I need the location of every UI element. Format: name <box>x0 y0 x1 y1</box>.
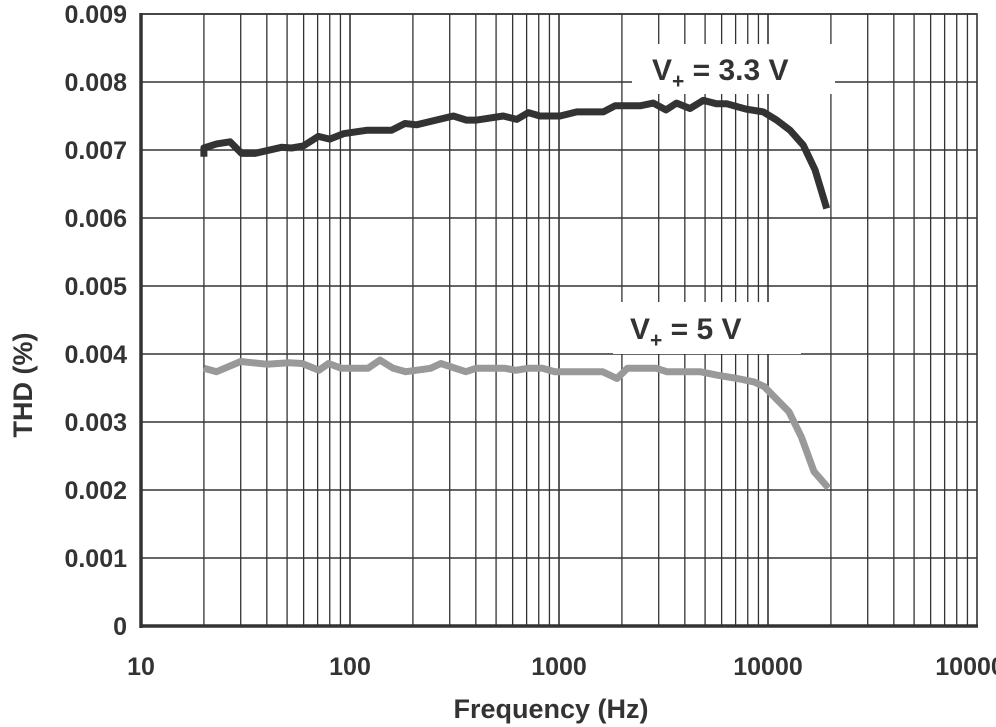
series-label-background <box>632 44 835 94</box>
y-tick-label: 0.004 <box>64 341 127 369</box>
x-tick-label: 10000 <box>733 653 803 681</box>
y-axis-title: THD (%) <box>8 333 38 438</box>
series-label: V+ = 3.3 V <box>652 54 789 93</box>
x-tick-label: 10 <box>127 653 155 681</box>
series-label-background <box>613 302 801 354</box>
plot-frame <box>139 13 978 628</box>
series-label: V+ = 5 V <box>630 313 742 352</box>
series-line-3v3 <box>200 96 831 210</box>
x-axis-title: Frequency (Hz) <box>453 694 648 724</box>
y-tick-label: 0.009 <box>64 1 127 29</box>
x-tick-label: 100 <box>329 653 371 681</box>
y-tick-label: 0.005 <box>64 273 127 301</box>
y-tick-label: 0.007 <box>64 137 127 165</box>
y-tick-label: 0.006 <box>64 205 127 233</box>
series-labels: V+ = 3.3 V V+ = 5 V <box>613 44 835 354</box>
tick-labels: 0 0.001 0.002 0.003 0.004 0.005 0.006 0.007 0.00… <box>64 1 996 681</box>
x-tick-label: 100000 <box>935 653 996 681</box>
y-tick-label: 0.002 <box>64 477 127 505</box>
y-tick-label: 0.003 <box>64 409 127 437</box>
series-group <box>200 96 832 491</box>
grid <box>141 13 977 626</box>
x-tick-label: 1000 <box>531 653 587 681</box>
y-tick-label: 0.008 <box>64 69 127 97</box>
y-tick-label: 0.001 <box>64 545 127 573</box>
series-line-5v <box>202 356 832 491</box>
y-tick-label: 0 <box>113 613 127 641</box>
